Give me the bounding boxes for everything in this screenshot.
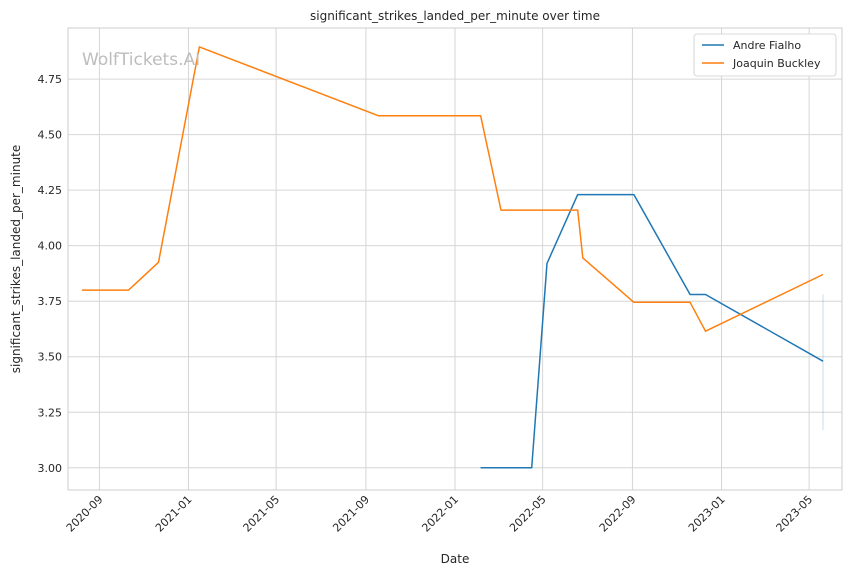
legend: Andre Fialho Joaquin Buckley <box>693 33 837 77</box>
legend-box <box>693 33 837 77</box>
y-tick-label: 3.00 <box>38 462 63 475</box>
series-line-andre-fialho <box>480 193 824 469</box>
y-tick-label: 4.00 <box>38 240 63 253</box>
y-tick-label: 4.75 <box>38 73 63 86</box>
y-tick-label: 3.75 <box>38 295 63 308</box>
y-tick-label: 4.25 <box>38 184 63 197</box>
y-tick-label: 3.25 <box>38 406 63 419</box>
plot-frame <box>67 27 843 491</box>
watermark: WolfTickets.AI <box>82 50 200 70</box>
series-lines <box>81 46 824 469</box>
y-axis-label: significant_strikes_landed_per_minute <box>9 145 23 374</box>
y-tick-label: 3.50 <box>38 351 63 364</box>
y-tick-label: 4.50 <box>38 129 63 142</box>
chart-title: significant_strikes_landed_per_minute ov… <box>310 9 600 23</box>
grid-lines <box>68 28 842 490</box>
legend-label-andre-fialho: Andre Fialho <box>733 39 801 52</box>
x-axis-label: Date <box>441 552 470 566</box>
series-line-joaquin-buckley <box>81 46 824 332</box>
y-tick-labels: 3.00 3.25 3.50 3.75 4.00 4.25 4.50 4.75 <box>38 73 63 475</box>
legend-label-joaquin-buckley: Joaquin Buckley <box>732 57 821 70</box>
